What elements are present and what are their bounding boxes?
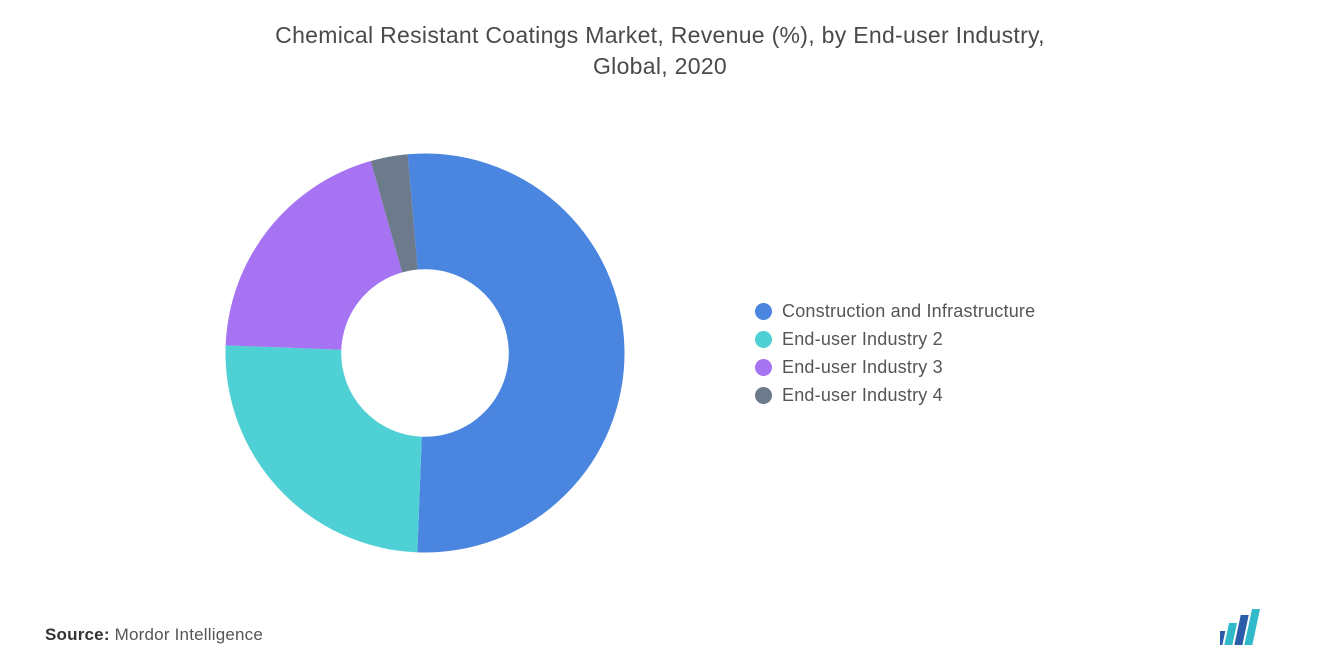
- chart-area: Construction and Infrastructure End-user …: [45, 107, 1275, 599]
- chart-title: Chemical Resistant Coatings Market, Reve…: [45, 20, 1275, 82]
- chart-container: Chemical Resistant Coatings Market, Reve…: [0, 0, 1320, 665]
- source-attribution: Source: Mordor Intelligence: [45, 625, 263, 645]
- legend-label: Construction and Infrastructure: [782, 301, 1035, 322]
- legend-swatch: [755, 359, 772, 376]
- legend-item: Construction and Infrastructure: [755, 301, 1035, 322]
- donut-slice: [226, 345, 422, 552]
- legend-item: End-user Industry 2: [755, 329, 1035, 350]
- legend-swatch: [755, 331, 772, 348]
- legend-label: End-user Industry 3: [782, 357, 943, 378]
- title-line-2: Global, 2020: [593, 53, 727, 79]
- legend-swatch: [755, 303, 772, 320]
- donut-chart: [215, 143, 635, 563]
- mordor-logo-icon: [1220, 609, 1275, 645]
- legend: Construction and Infrastructure End-user …: [755, 301, 1035, 406]
- legend-swatch: [755, 387, 772, 404]
- donut-slice: [226, 161, 403, 350]
- legend-label: End-user Industry 4: [782, 385, 943, 406]
- source-text: Mordor Intelligence: [115, 625, 263, 644]
- donut-slice: [408, 154, 625, 553]
- legend-item: End-user Industry 3: [755, 357, 1035, 378]
- title-line-1: Chemical Resistant Coatings Market, Reve…: [275, 22, 1045, 48]
- legend-label: End-user Industry 2: [782, 329, 943, 350]
- source-label: Source:: [45, 625, 110, 644]
- chart-footer: Source: Mordor Intelligence: [45, 609, 1275, 645]
- legend-item: End-user Industry 4: [755, 385, 1035, 406]
